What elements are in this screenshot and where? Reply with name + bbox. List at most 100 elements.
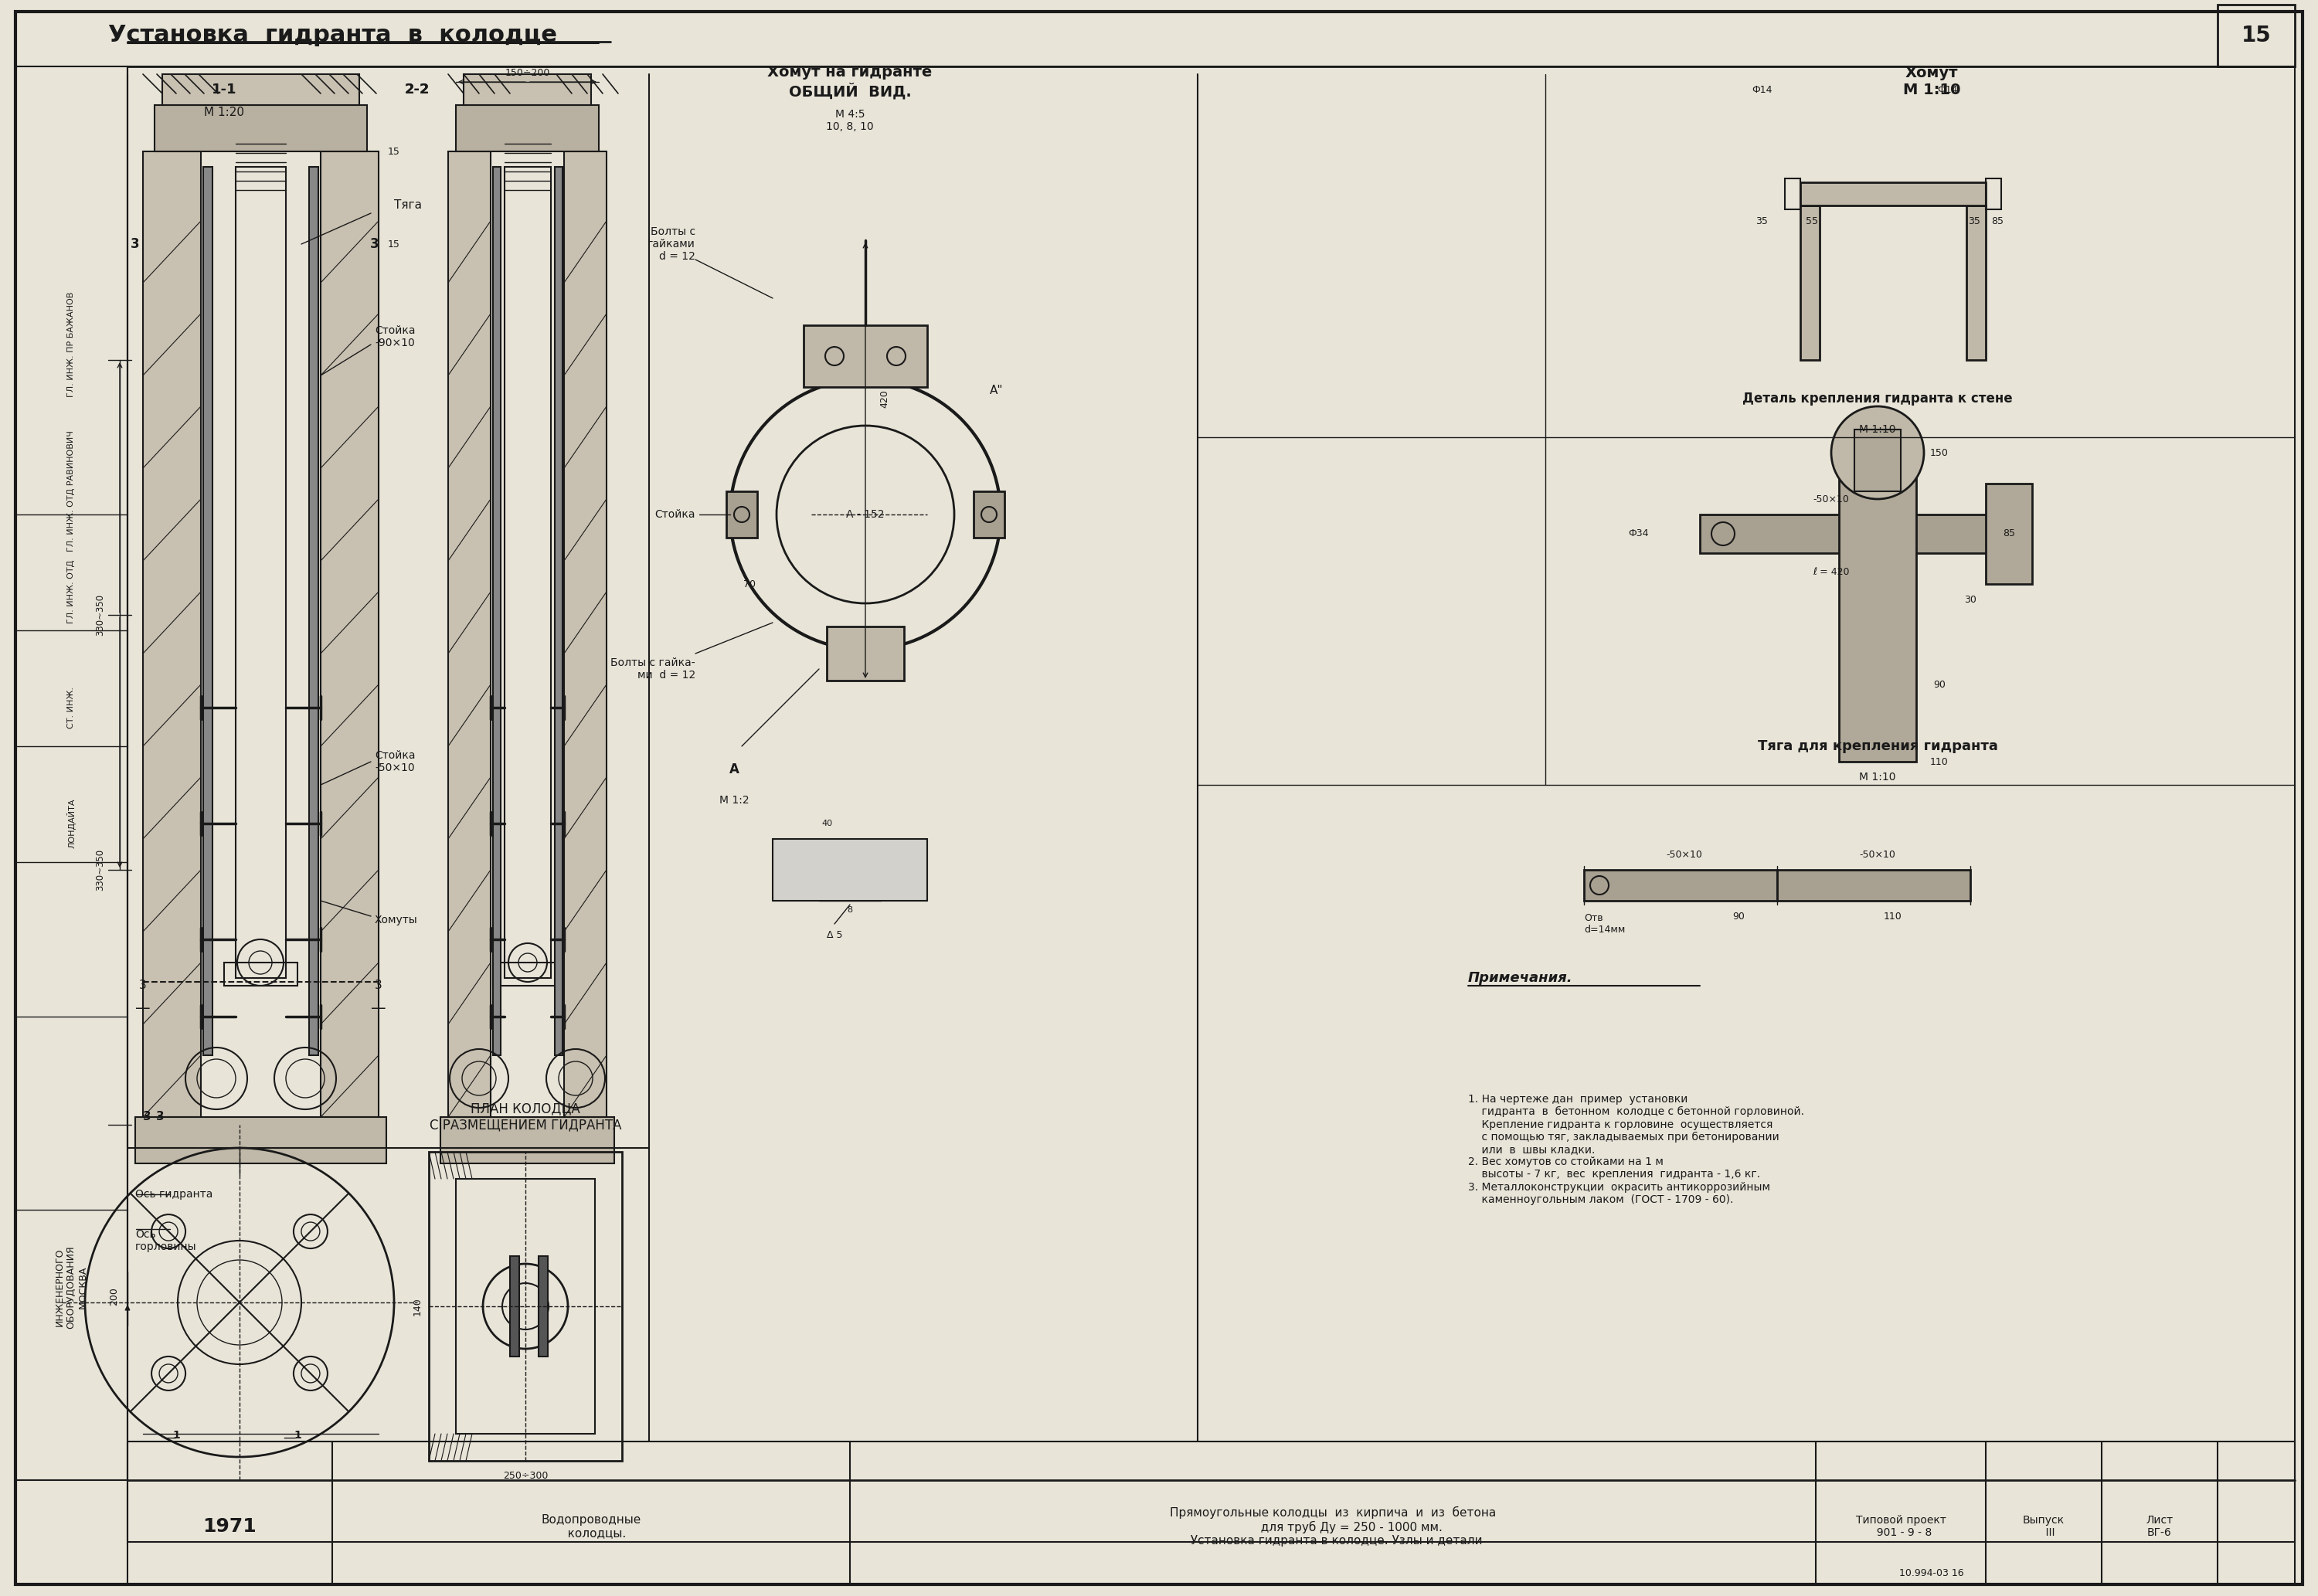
Text: Δ 5: Δ 5 bbox=[828, 930, 841, 940]
Text: 3: 3 bbox=[376, 980, 382, 991]
Text: ГЛ. ИНЖ. ОТД РАВИНОВИЧ: ГЛ. ИНЖ. ОТД РАВИНОВИЧ bbox=[67, 431, 74, 552]
Text: М 4:5
10, 8, 10: М 4:5 10, 8, 10 bbox=[825, 109, 874, 132]
Bar bbox=[538, 1256, 547, 1357]
Text: ПЛАН КОЛОДЦА
С РАЗМЕЩЕНИЕМ ГИДРАНТА: ПЛАН КОЛОДЦА С РАЗМЕЩЕНИЕМ ГИДРАНТА bbox=[429, 1103, 621, 1132]
Text: Ф14: Ф14 bbox=[1752, 85, 1771, 94]
Text: Типовой проект
  901 - 9 - 8: Типовой проект 901 - 9 - 8 bbox=[1857, 1515, 1945, 1539]
Text: Прямоугольные колодцы  из  кирпича  и  из  бетона
          для труб Ду = 250 - : Прямоугольные колодцы из кирпича и из бе… bbox=[1171, 1507, 1495, 1547]
Text: 2-2: 2-2 bbox=[406, 83, 429, 97]
Bar bbox=[510, 1256, 519, 1357]
Text: Ф34: Ф34 bbox=[1627, 528, 1648, 539]
Bar bbox=[505, 168, 552, 978]
Bar bbox=[134, 1117, 387, 1163]
Text: Ось
горловины: Ось горловины bbox=[134, 1229, 197, 1253]
Text: М 1:10: М 1:10 bbox=[1859, 425, 1896, 436]
Text: А: А bbox=[730, 763, 739, 776]
Text: Болты с гайка-
ми  d = 12: Болты с гайка- ми d = 12 bbox=[610, 658, 695, 680]
Text: 85: 85 bbox=[1991, 215, 2003, 227]
Text: 40: 40 bbox=[821, 820, 832, 827]
Text: М 1:20: М 1:20 bbox=[204, 107, 243, 118]
Bar bbox=[308, 168, 318, 1055]
Text: 90: 90 bbox=[1732, 911, 1745, 921]
Text: Тяга: Тяга bbox=[394, 200, 422, 211]
Polygon shape bbox=[772, 839, 927, 900]
Text: Ось гидранта: Ось гидранта bbox=[134, 1189, 213, 1200]
Text: Хомуты: Хомуты bbox=[376, 915, 417, 926]
Text: —: — bbox=[371, 1002, 387, 1017]
Text: 3: 3 bbox=[139, 980, 146, 991]
Circle shape bbox=[1831, 407, 1924, 500]
Text: Лист
ВГ-6: Лист ВГ-6 bbox=[2146, 1515, 2174, 1539]
Text: 55: 55 bbox=[1806, 215, 1817, 227]
Bar bbox=[1987, 484, 2033, 584]
Text: 3: 3 bbox=[130, 238, 139, 251]
Text: 250÷300: 250÷300 bbox=[503, 1472, 547, 1481]
Bar bbox=[320, 152, 378, 1117]
Text: СТ. ИНЖ.: СТ. ИНЖ. bbox=[67, 686, 74, 728]
Text: -50×10: -50×10 bbox=[1859, 849, 1896, 859]
Text: 35: 35 bbox=[1755, 215, 1769, 227]
Text: Стойка
-90×10: Стойка -90×10 bbox=[376, 326, 415, 348]
Text: Хомут на гидранте
ОБЩИЙ  ВИД.: Хомут на гидранте ОБЩИЙ ВИД. bbox=[767, 65, 932, 99]
Text: ℓ = 420: ℓ = 420 bbox=[1813, 568, 1850, 578]
Text: 150: 150 bbox=[1931, 447, 1949, 458]
Bar bbox=[563, 152, 607, 1117]
Bar bbox=[1785, 179, 1801, 209]
Text: 15: 15 bbox=[387, 147, 401, 156]
Text: Болты с
гайками
d = 12: Болты с гайками d = 12 bbox=[647, 227, 695, 262]
Text: ГЛ. ИНЖ. ОТД: ГЛ. ИНЖ. ОТД bbox=[67, 560, 74, 624]
Text: 85: 85 bbox=[2003, 528, 2014, 539]
Text: 70: 70 bbox=[744, 579, 756, 589]
Bar bbox=[429, 1152, 621, 1460]
Text: Отв
d=14мм: Отв d=14мм bbox=[1583, 913, 1625, 935]
Bar bbox=[447, 152, 491, 1117]
Text: ГЛ. ИНЖ. ПР БАЖАНОВ: ГЛ. ИНЖ. ПР БАЖАНОВ bbox=[67, 292, 74, 397]
Bar bbox=[457, 1179, 596, 1433]
Bar bbox=[1854, 429, 1901, 492]
Text: ЛОНДАЙТА: ЛОНДАЙТА bbox=[67, 798, 76, 849]
Bar bbox=[236, 168, 285, 978]
Bar bbox=[726, 492, 758, 538]
Bar bbox=[494, 168, 501, 1055]
Text: -50×10: -50×10 bbox=[1813, 495, 1850, 504]
Text: —: — bbox=[134, 1002, 151, 1017]
Bar bbox=[16, 67, 127, 1479]
Bar bbox=[464, 73, 591, 105]
Bar bbox=[1583, 870, 1778, 900]
Bar bbox=[1801, 182, 1987, 206]
Text: —: — bbox=[165, 1430, 176, 1444]
Text: ИНЖЕНЕРНОГО
ОБОРУДОВАНИЯ
МОСКВА: ИНЖЕНЕРНОГО ОБОРУДОВАНИЯ МОСКВА bbox=[56, 1245, 88, 1328]
Text: 2-2: 2-2 bbox=[406, 83, 429, 97]
Text: -50×10: -50×10 bbox=[1667, 849, 1701, 859]
Bar bbox=[457, 105, 598, 152]
Bar bbox=[204, 168, 213, 1055]
Text: 30: 30 bbox=[1963, 594, 1977, 605]
Bar bbox=[804, 326, 927, 386]
Text: 15: 15 bbox=[387, 239, 401, 249]
Text: 1. На чертеже дан  пример  установки
    гидранта  в  бетонном  колодце с бетонн: 1. На чертеже дан пример установки гидра… bbox=[1467, 1093, 1803, 1205]
Text: Выпуск
    III: Выпуск III bbox=[2024, 1515, 2065, 1539]
Bar bbox=[144, 152, 202, 1117]
Bar bbox=[494, 962, 563, 986]
Text: 1-1: 1-1 bbox=[211, 83, 236, 97]
Bar bbox=[828, 627, 904, 680]
Text: 10.994-03 16: 10.994-03 16 bbox=[1898, 1567, 1963, 1578]
Text: 150÷200: 150÷200 bbox=[505, 67, 549, 78]
Text: Установка  гидранта  в  колодце: Установка гидранта в колодце bbox=[107, 24, 556, 46]
Text: 90: 90 bbox=[1933, 680, 1945, 689]
Text: 1: 1 bbox=[172, 1430, 181, 1441]
Text: Ф14: Ф14 bbox=[1938, 85, 1956, 94]
Text: 330~350: 330~350 bbox=[95, 594, 107, 635]
Bar bbox=[1987, 179, 2000, 209]
Bar bbox=[155, 105, 366, 152]
Bar bbox=[1966, 206, 1987, 361]
Bar bbox=[1838, 453, 1917, 761]
Text: 1: 1 bbox=[294, 1430, 301, 1441]
Text: Хомут
М 1:10: Хомут М 1:10 bbox=[1903, 65, 1961, 97]
Text: Примечания.: Примечания. bbox=[1467, 970, 1574, 985]
Text: 3-3: 3-3 bbox=[144, 1111, 165, 1124]
Text: 140: 140 bbox=[413, 1298, 422, 1315]
Text: 35: 35 bbox=[1968, 215, 1980, 227]
Bar bbox=[554, 168, 563, 1055]
Bar bbox=[1699, 514, 2010, 554]
